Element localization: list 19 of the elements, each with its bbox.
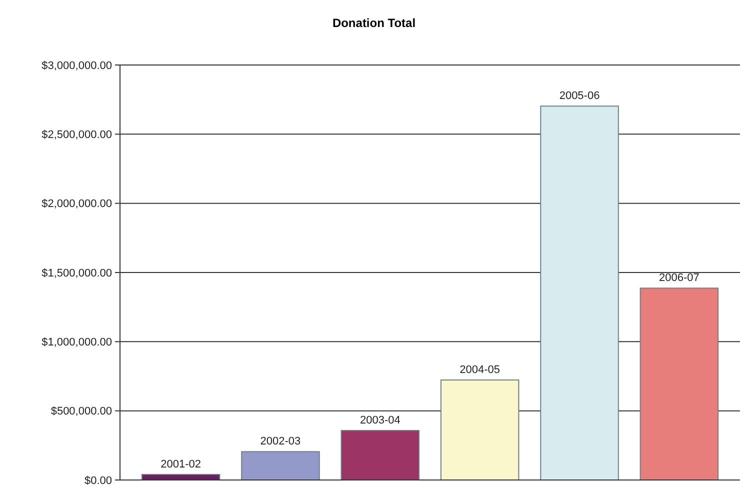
- y-tick-label: $1,500,000.00: [42, 267, 112, 280]
- x-tick-label: 2001-02: [160, 458, 201, 470]
- bar: [540, 106, 619, 480]
- x-tick-label: 2002-03: [260, 436, 301, 448]
- x-tick-label: 2003-04: [360, 414, 400, 426]
- bar: [241, 451, 320, 480]
- y-tick-label: $2,000,000.00: [42, 198, 112, 210]
- y-tick-label: $500,000.00: [50, 406, 112, 418]
- chart-title: Donation Total: [332, 16, 416, 30]
- x-tick-label: 2004-05: [460, 364, 500, 376]
- y-tick-label: $0.00: [84, 474, 112, 487]
- bar: [440, 379, 520, 480]
- y-tick-label: $1,000,000.00: [42, 336, 112, 349]
- bar: [340, 430, 420, 480]
- y-tick-label: $3,000,000.00: [42, 60, 112, 72]
- y-tick-label: $2,500,000.00: [42, 129, 112, 142]
- x-tick-label: 2006-07: [659, 272, 700, 284]
- bar: [640, 288, 719, 480]
- x-tick-label: 2005-06: [559, 90, 600, 102]
